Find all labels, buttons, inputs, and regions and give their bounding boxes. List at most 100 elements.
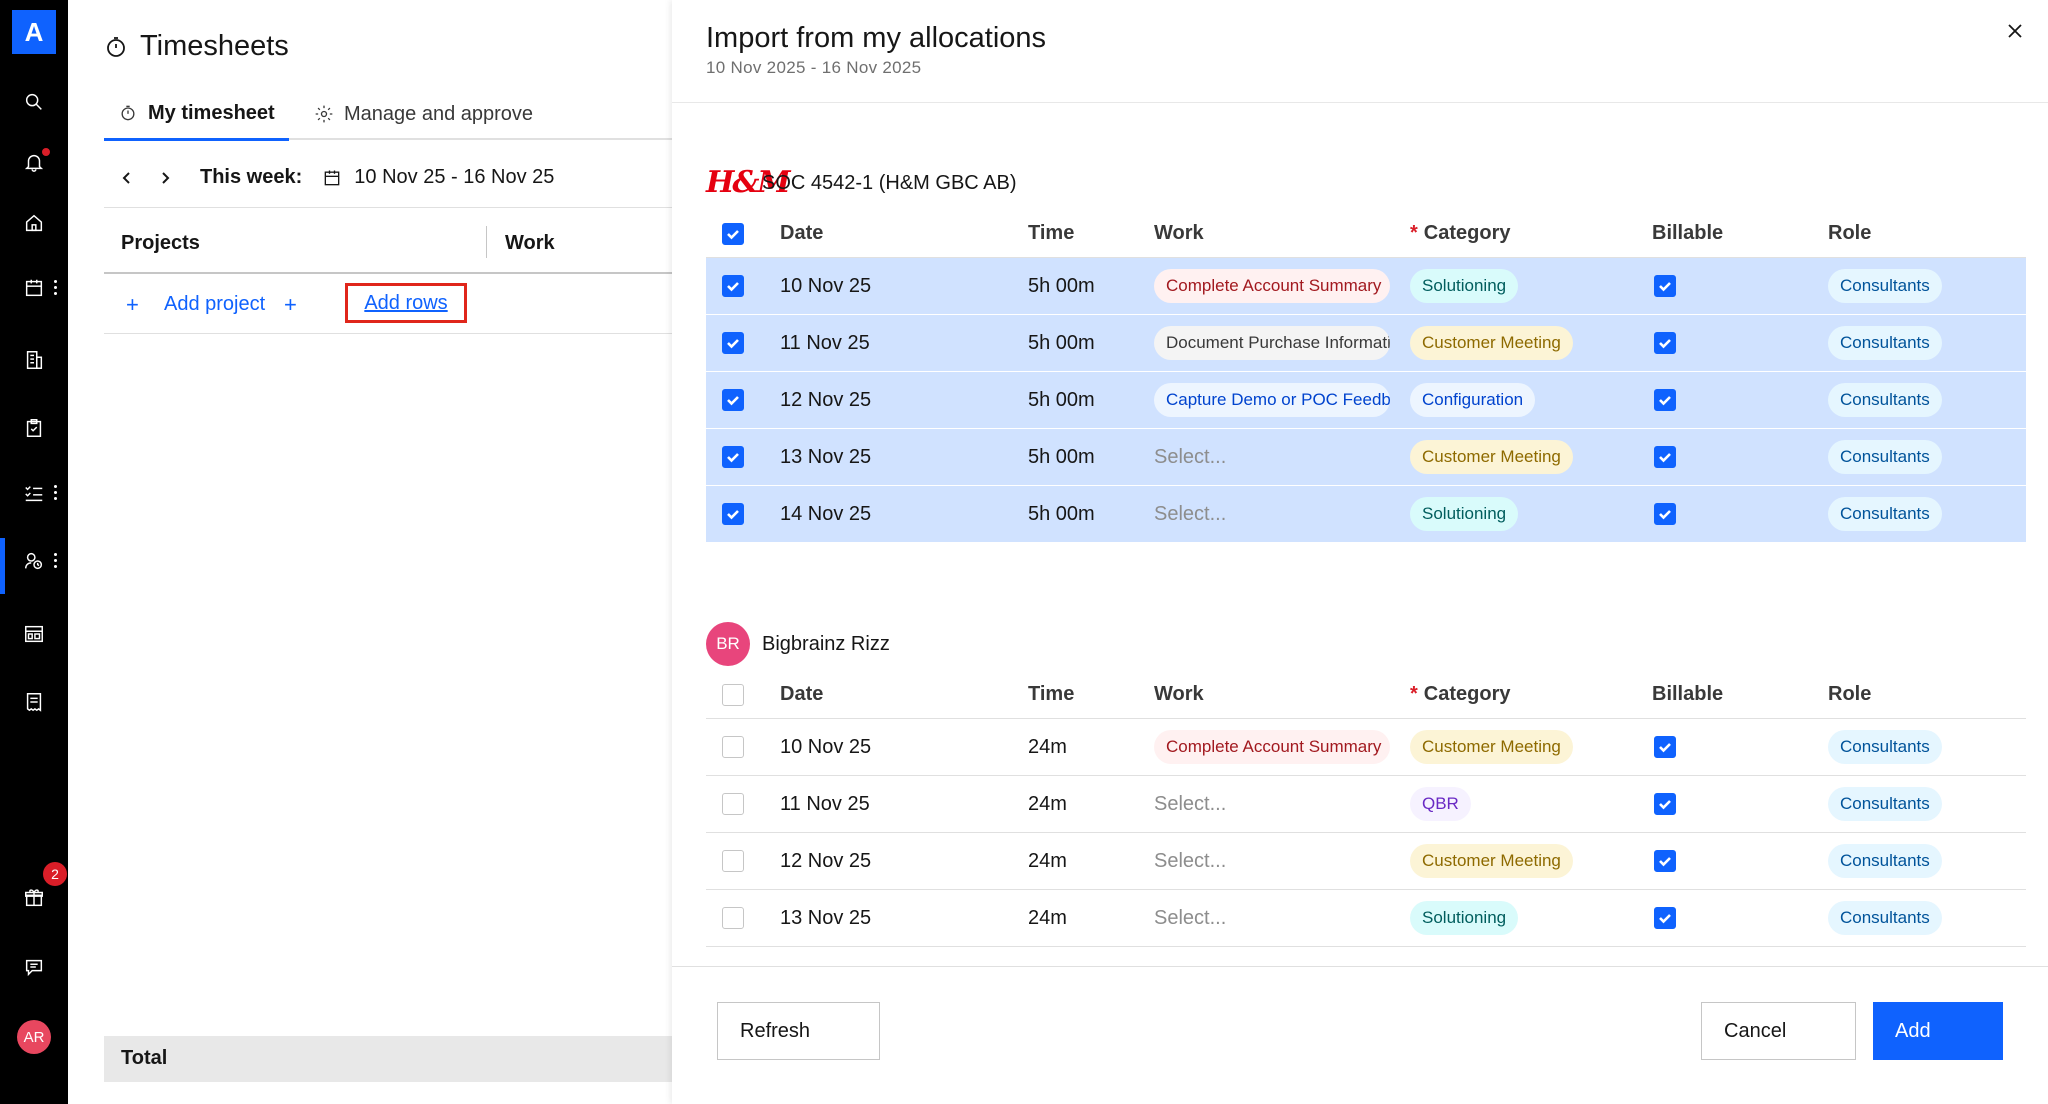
category-column-header: * Category (1410, 683, 1511, 705)
notification-dot (41, 147, 51, 157)
app-logo[interactable]: A (12, 10, 56, 54)
row-checkbox[interactable] (722, 332, 744, 354)
table-row[interactable]: 10 Nov 25 5h 00m Complete Account Summary S… (706, 258, 2026, 315)
billable-checkbox[interactable] (1654, 907, 1676, 929)
work-select[interactable]: Select... (1154, 849, 1227, 872)
table-row[interactable]: 11 Nov 25 5h 00m Document Purchase Informa… (706, 315, 2026, 372)
row-checkbox[interactable] (722, 503, 744, 525)
close-icon[interactable] (2004, 20, 2026, 42)
role-tag[interactable]: Consultants (1828, 901, 1942, 935)
table-row[interactable]: 10 Nov 25 24m Complete Account Summary Cust… (706, 719, 2026, 776)
gift-icon[interactable] (22, 886, 46, 910)
table-row[interactable]: 11 Nov 25 24m Select... QBR Consultants (706, 776, 2026, 833)
role-tag[interactable]: Consultants (1828, 440, 1942, 474)
add-project-link[interactable]: Add project (164, 293, 266, 315)
row-date: 10 Nov 25 (780, 735, 872, 758)
work-tag[interactable]: Complete Account Summary (1154, 730, 1390, 764)
chevron-left-icon (122, 171, 130, 184)
work-tag[interactable]: Document Purchase Information (1154, 326, 1390, 360)
next-week-button[interactable] (150, 163, 180, 193)
row-checkbox[interactable] (722, 446, 744, 468)
category-tag[interactable]: QBR (1410, 787, 1471, 821)
table-row[interactable]: 13 Nov 25 24m Select... Solutioning Consulta… (706, 890, 2026, 947)
row-checkbox[interactable] (722, 389, 744, 411)
category-tag[interactable]: Solutioning (1410, 269, 1519, 303)
billable-checkbox[interactable] (1654, 793, 1676, 815)
cancel-button[interactable]: Cancel (1701, 1002, 1856, 1060)
add-button[interactable]: Add (1873, 1002, 2003, 1060)
select-all-checkbox[interactable] (722, 222, 744, 245)
row-checkbox[interactable] (722, 850, 744, 872)
select-all-checkbox[interactable] (722, 683, 744, 706)
layout-icon[interactable] (22, 622, 46, 646)
hm-logo: H&M (706, 165, 791, 200)
bell-icon[interactable] (22, 150, 46, 174)
table-row[interactable]: 14 Nov 25 5h 00m Select... Solutioning Consu… (706, 486, 2026, 543)
category-tag[interactable]: Solutioning (1410, 497, 1519, 531)
week-range[interactable]: 10 Nov 25 - 16 Nov 25 (354, 166, 555, 188)
billable-checkbox[interactable] (1654, 332, 1676, 354)
category-tag[interactable]: Customer Meeting (1410, 326, 1573, 360)
week-navigator: This week: 10 Nov 25 - 16 Nov 25 (104, 148, 672, 208)
category-tag[interactable]: Customer Meeting (1410, 730, 1573, 764)
receipt-icon[interactable] (22, 690, 46, 714)
billable-checkbox[interactable] (1654, 275, 1676, 297)
tab-manage-and-approve[interactable]: Manage and approve (300, 88, 547, 140)
bigbrainz-allocations-table: Date Time Work * Category Billable Role 1… (706, 671, 2026, 947)
table-row[interactable]: 12 Nov 25 5h 00m Capture Demo or POC Feedb… (706, 372, 2026, 429)
role-tag[interactable]: Consultants (1828, 787, 1942, 821)
hm-rows: 10 Nov 25 5h 00m Complete Account Summary S… (706, 258, 2026, 543)
billable-checkbox[interactable] (1654, 736, 1676, 758)
checklist-icon[interactable] (22, 481, 46, 505)
category-tag[interactable]: Solutioning (1410, 901, 1519, 935)
work-select[interactable]: Select... (1154, 445, 1227, 468)
calendar-icon[interactable] (322, 168, 342, 188)
work-select[interactable]: Select... (1154, 792, 1227, 815)
role-tag[interactable]: Consultants (1828, 383, 1942, 417)
billable-checkbox[interactable] (1654, 503, 1676, 525)
tab-my-timesheet[interactable]: My timesheet (104, 88, 289, 141)
home-icon[interactable] (22, 211, 46, 235)
people-icon[interactable] (22, 549, 46, 573)
time-column-header: Time (1028, 683, 1075, 705)
clipboard-icon[interactable] (22, 416, 46, 440)
row-checkbox[interactable] (722, 793, 744, 815)
person-avatar: BR (706, 622, 750, 666)
work-select[interactable]: Select... (1154, 906, 1227, 929)
checklist-menu-kebab-icon[interactable] (53, 485, 57, 503)
billable-checkbox[interactable] (1654, 389, 1676, 411)
role-tag[interactable]: Consultants (1828, 730, 1942, 764)
work-tag[interactable]: Capture Demo or POC Feedback (1154, 383, 1390, 417)
work-tag[interactable]: Complete Account Summary (1154, 269, 1390, 303)
work-select[interactable]: Select... (1154, 502, 1227, 525)
refresh-button[interactable]: Refresh (717, 1002, 880, 1060)
user-avatar[interactable]: AR (17, 1020, 51, 1054)
category-tag[interactable]: Customer Meeting (1410, 844, 1573, 878)
billable-checkbox[interactable] (1654, 850, 1676, 872)
chat-icon[interactable] (22, 955, 46, 979)
building-icon[interactable] (22, 348, 46, 372)
row-checkbox[interactable] (722, 275, 744, 297)
role-tag[interactable]: Consultants (1828, 326, 1942, 360)
calendar-icon[interactable] (22, 276, 46, 300)
category-tag[interactable]: Configuration (1410, 383, 1536, 417)
search-icon[interactable] (22, 90, 46, 114)
category-tag[interactable]: Customer Meeting (1410, 440, 1573, 474)
table-row[interactable]: 13 Nov 25 5h 00m Select... Customer Meeting… (706, 429, 2026, 486)
calendar-menu-kebab-icon[interactable] (53, 280, 57, 298)
role-tag[interactable]: Consultants (1828, 497, 1942, 531)
add-rows-link[interactable]: Add rows (364, 291, 448, 314)
role-tag[interactable]: Consultants (1828, 844, 1942, 878)
table-row[interactable]: 12 Nov 25 24m Select... Customer Meeting Con… (706, 833, 2026, 890)
previous-week-button[interactable] (112, 163, 142, 193)
hm-allocations-table: Date Time Work * Category Billable Role 1… (706, 210, 2026, 543)
work-column-header: Work (505, 232, 555, 254)
people-menu-kebab-icon[interactable] (53, 553, 57, 571)
row-checkbox[interactable] (722, 736, 744, 758)
row-checkbox[interactable] (722, 907, 744, 929)
gift-count-badge: 2 (43, 862, 67, 886)
role-tag[interactable]: Consultants (1828, 269, 1942, 303)
section-hm-header: H&M SOC 4542-1 (H&M GBC AB) (706, 161, 1017, 205)
billable-checkbox[interactable] (1654, 446, 1676, 468)
column-divider[interactable] (486, 226, 487, 258)
